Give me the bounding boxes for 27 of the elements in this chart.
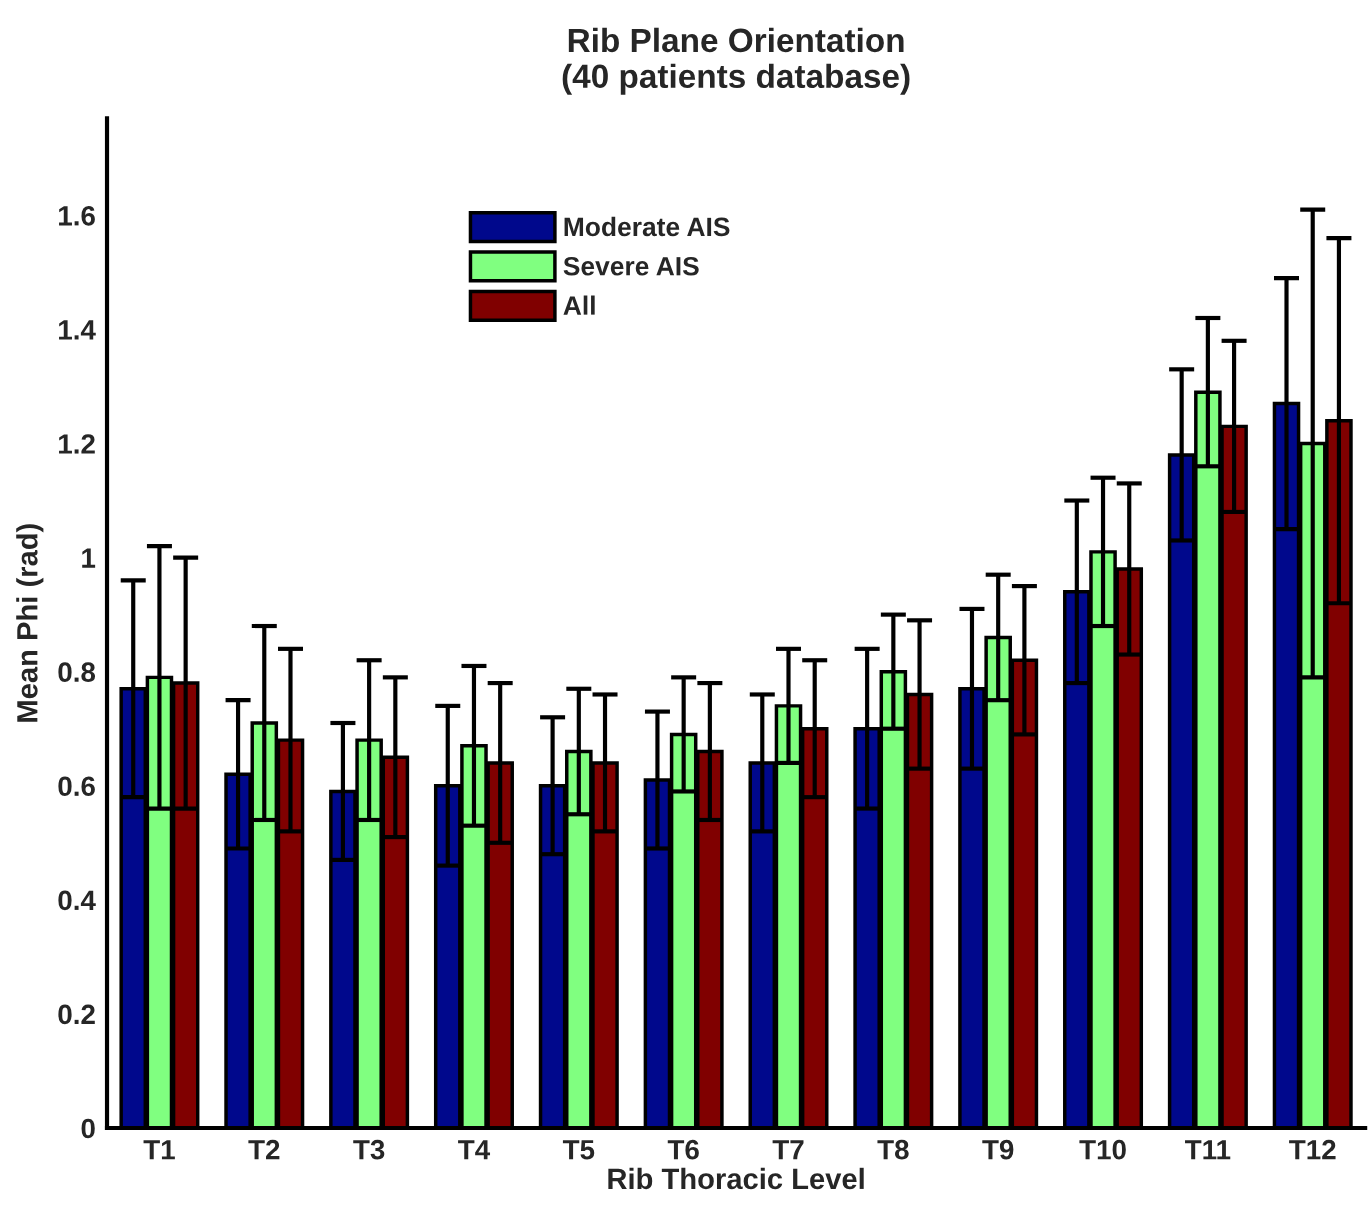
legend-label: All	[563, 295, 595, 315]
legend-label: Severe AIS	[563, 256, 699, 276]
x-tick-label: T10	[1079, 1139, 1126, 1160]
y-tick-label: 1.2	[59, 434, 95, 454]
x-tick-label: T6	[667, 1139, 699, 1160]
x-tick-label: T5	[562, 1140, 595, 1160]
y-tick-label: 1.6	[59, 205, 95, 226]
y-tick-label: 1	[82, 548, 96, 568]
x-tick-label: T12	[1289, 1139, 1336, 1160]
y-tick-label: 0.4	[58, 890, 96, 911]
x-tick-label: T9	[982, 1139, 1014, 1160]
y-tick-label: 0	[81, 1118, 95, 1139]
y-tick-label: 0.6	[58, 776, 95, 797]
x-tick-label: T1	[143, 1140, 175, 1160]
y-tick-label: 0.2	[58, 1004, 95, 1025]
x-tick-label: T11	[1185, 1140, 1231, 1160]
y-tick-label: 0.8	[58, 662, 96, 682]
x-tick-label: T4	[458, 1140, 491, 1160]
x-tick-label: T3	[353, 1139, 385, 1160]
y-tick-label: 1.4	[59, 320, 96, 340]
legend-label: Moderate AIS	[564, 216, 730, 237]
x-axis-title: Rib Thoracic Level	[608, 1167, 864, 1190]
x-tick-label: T8	[877, 1139, 909, 1160]
x-tick-label: T7	[772, 1140, 804, 1160]
chart-title: Rib Plane Orientation (40 patients database)	[562, 27, 910, 95]
x-tick-label: T2	[248, 1139, 280, 1160]
y-axis-title: Mean Phi (rad)	[16, 524, 44, 722]
